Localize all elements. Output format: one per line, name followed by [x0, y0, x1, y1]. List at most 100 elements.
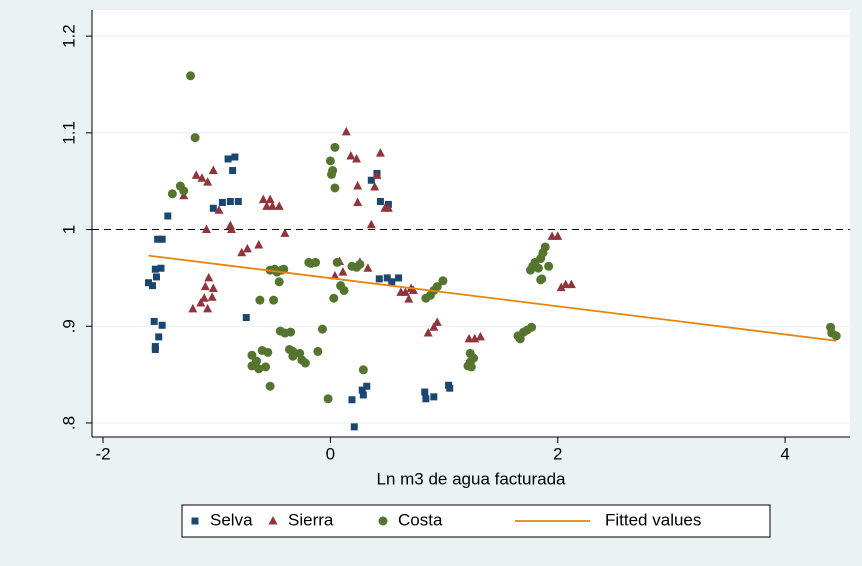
point [269, 295, 279, 305]
point [154, 235, 162, 243]
x-tick-label: -2 [95, 444, 110, 463]
point [358, 386, 366, 394]
fit-line [148, 254, 837, 342]
point [466, 362, 476, 372]
legend-label: Fitted values [605, 510, 701, 529]
point [537, 274, 547, 284]
point [300, 358, 310, 368]
point [346, 151, 356, 160]
point [209, 204, 217, 212]
point [353, 197, 363, 206]
point [237, 247, 247, 257]
point [208, 165, 218, 175]
point [261, 362, 271, 372]
point [375, 148, 385, 157]
point [404, 294, 414, 303]
point [197, 173, 207, 182]
point [515, 334, 525, 344]
point [157, 264, 165, 272]
y-tick-label: 1.1 [59, 121, 78, 145]
point [155, 333, 163, 341]
point [150, 317, 158, 325]
point [288, 351, 298, 361]
point [226, 197, 234, 205]
y-tick-label: .9 [59, 319, 78, 333]
point [464, 333, 474, 343]
point [352, 153, 362, 163]
point [164, 212, 172, 220]
point [274, 201, 284, 210]
point [533, 263, 543, 273]
point [561, 279, 571, 289]
x-tick-label: 0 [326, 444, 335, 463]
point [341, 126, 351, 136]
point [196, 298, 206, 307]
x-tick-label: 4 [780, 444, 789, 463]
point [144, 279, 152, 287]
point [429, 322, 439, 331]
point [262, 201, 272, 210]
point [350, 423, 358, 431]
point [242, 243, 252, 253]
x-axis-label: Ln m3 de agua facturada [376, 469, 566, 488]
point [383, 274, 391, 282]
point [313, 346, 323, 356]
point [214, 205, 224, 214]
point [547, 231, 557, 240]
point [376, 197, 384, 205]
point [348, 396, 356, 404]
point [167, 189, 177, 199]
point [330, 270, 340, 280]
point [190, 133, 200, 143]
point [231, 153, 239, 161]
point [388, 278, 396, 286]
point [254, 240, 264, 249]
point [280, 228, 290, 237]
point [208, 283, 218, 293]
point [553, 231, 563, 240]
point [438, 276, 448, 286]
point [422, 395, 430, 403]
point [188, 303, 198, 313]
legend-label: Sierra [288, 510, 334, 529]
point [330, 183, 340, 193]
point [295, 348, 305, 358]
legend-box [181, 504, 771, 538]
point [372, 170, 382, 179]
point [263, 347, 273, 357]
point [359, 391, 367, 399]
point [400, 287, 410, 296]
point [421, 388, 429, 396]
point [151, 345, 159, 353]
legend-symbol [268, 516, 278, 525]
point [258, 194, 268, 204]
point [286, 327, 296, 337]
point [395, 274, 403, 282]
point [203, 177, 213, 186]
point [430, 393, 438, 401]
point [251, 356, 261, 366]
point [446, 384, 454, 392]
point [179, 186, 189, 196]
point [234, 197, 242, 205]
point [363, 263, 373, 272]
point [229, 167, 237, 175]
legend-symbol [191, 517, 199, 525]
point [363, 382, 371, 390]
point [355, 259, 365, 269]
point [544, 261, 554, 271]
point [432, 317, 442, 326]
point [255, 295, 265, 305]
point [151, 265, 159, 273]
point [204, 272, 214, 282]
legend-label: Selva [210, 510, 253, 529]
point [432, 282, 442, 292]
point [540, 242, 550, 252]
point [469, 353, 479, 363]
point [199, 293, 209, 302]
point [408, 285, 418, 294]
point [527, 322, 537, 332]
point [338, 267, 348, 276]
